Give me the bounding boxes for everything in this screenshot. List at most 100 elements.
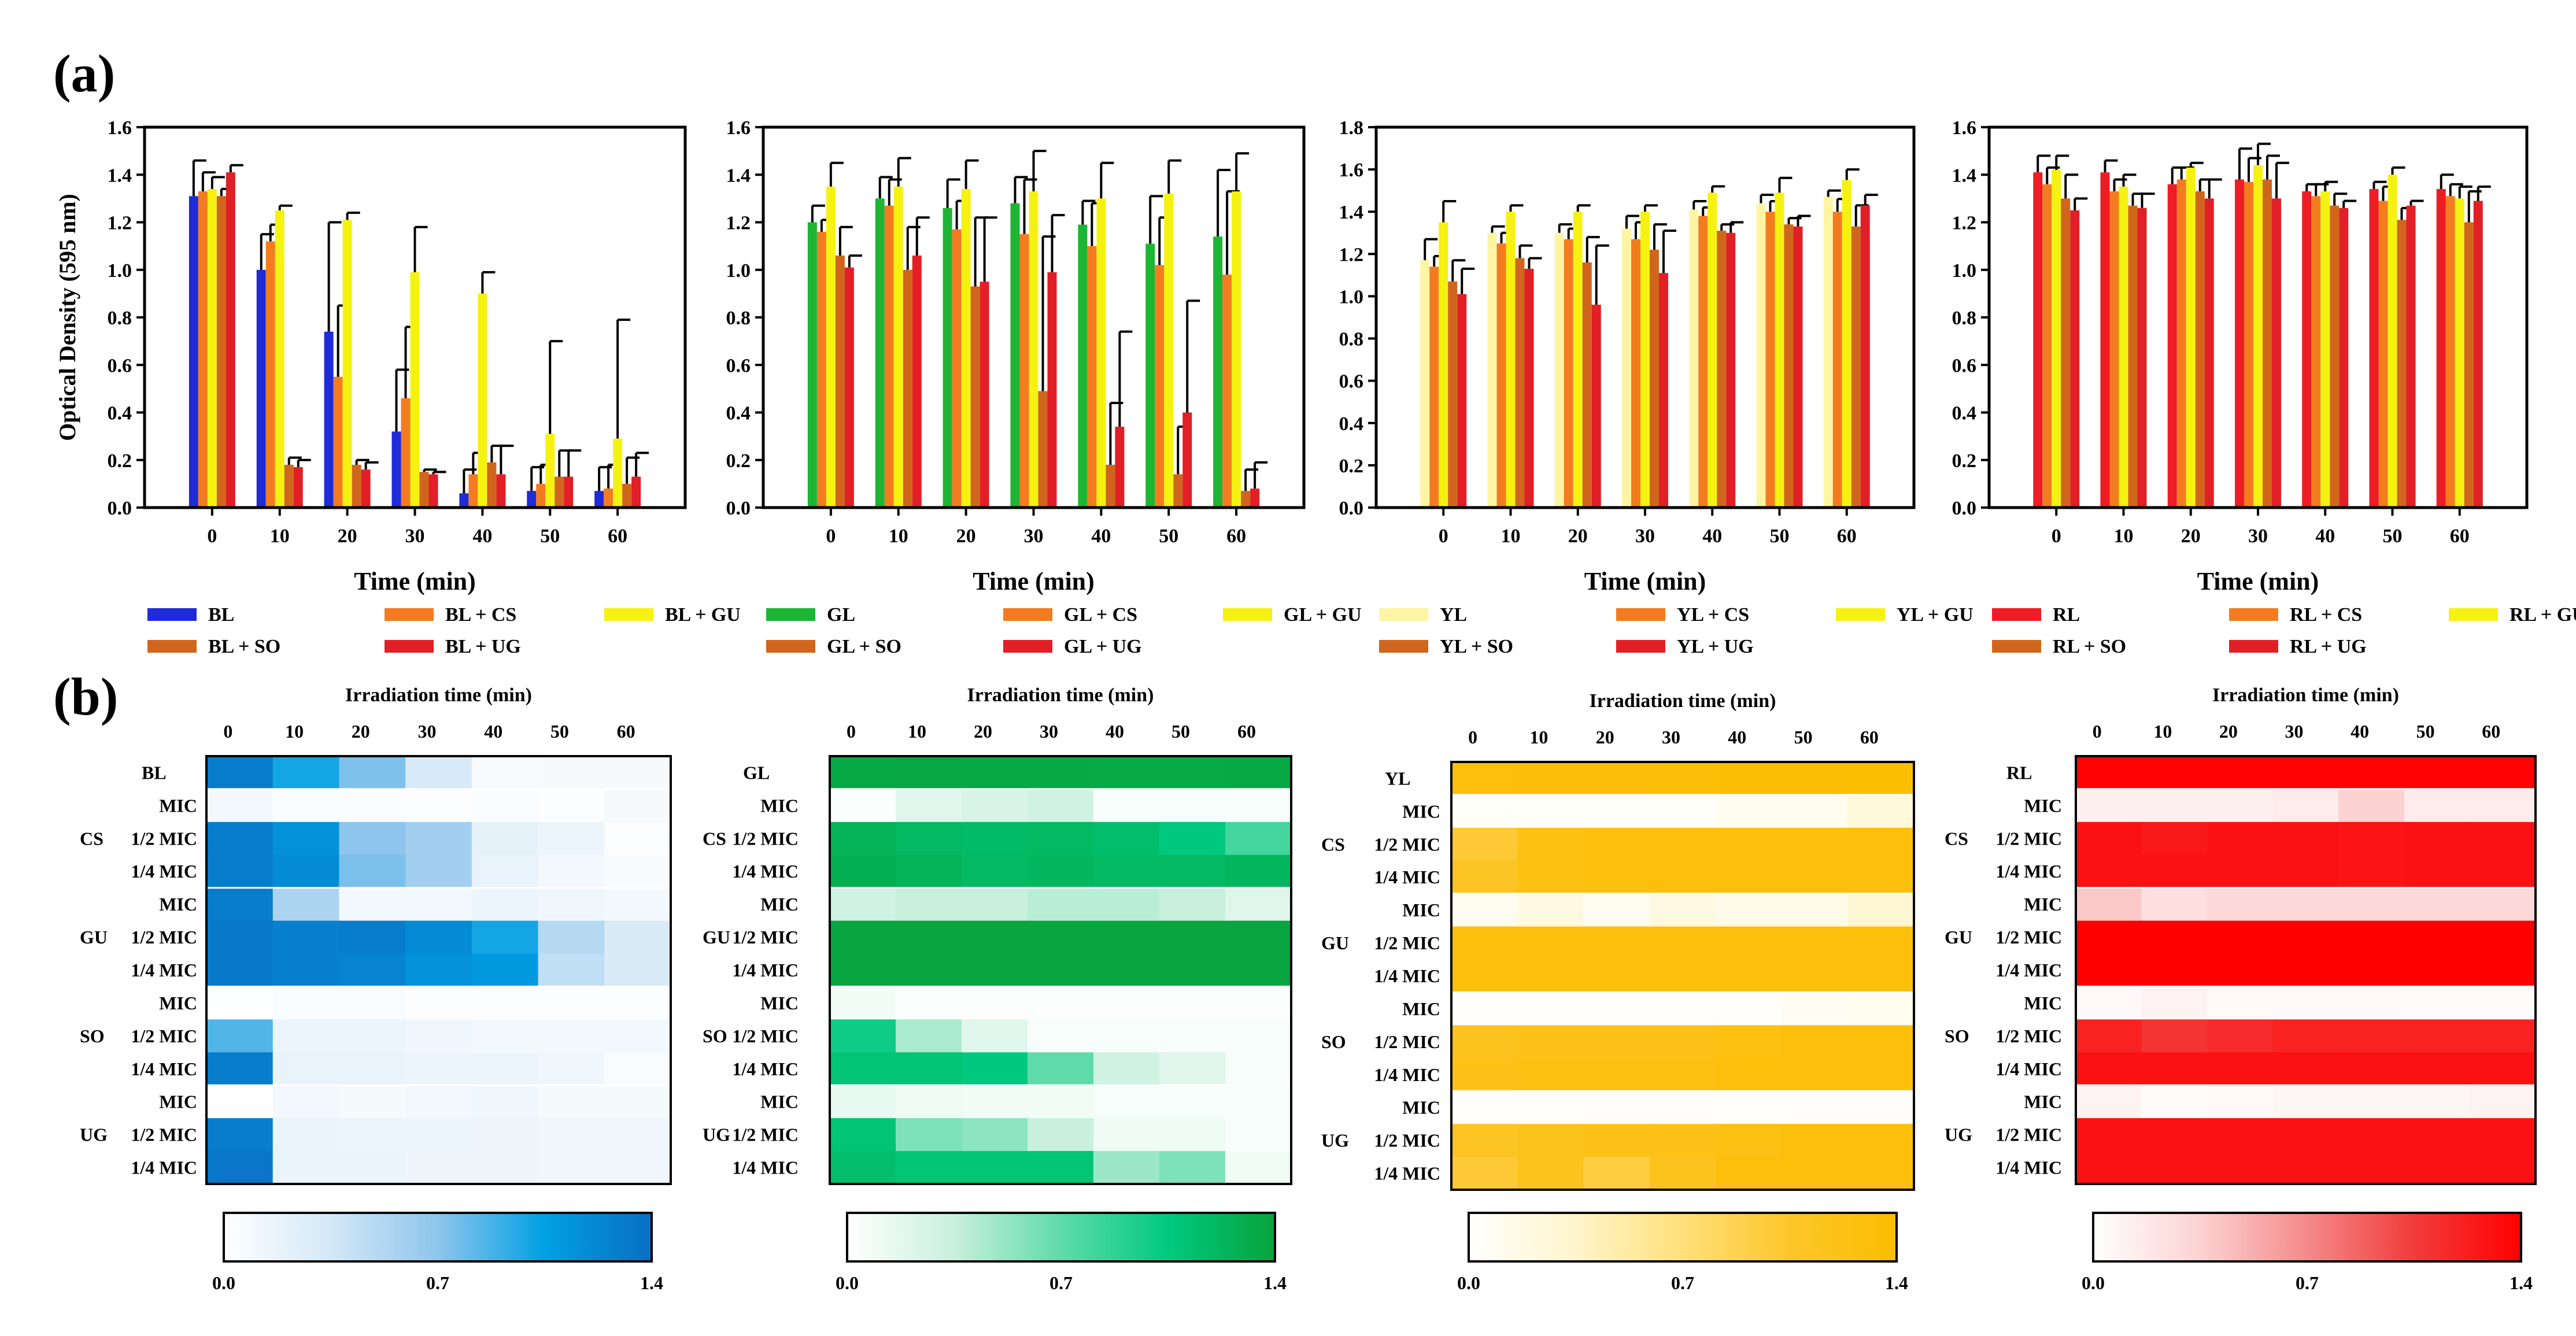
heatmap-group-label: CS [703, 828, 726, 849]
heatmap-cell [1028, 953, 1094, 987]
bar [816, 231, 826, 508]
heatmap-column-label: 60 [2482, 721, 2500, 742]
heatmap-cell [1716, 959, 1783, 993]
heatmap-cell [1028, 821, 1094, 856]
heatmap-row-label: MIC [1402, 998, 1440, 1019]
heatmap-cell [272, 953, 340, 987]
bar [1506, 212, 1516, 508]
bar [487, 462, 497, 508]
heatmap-group-label: UG [80, 1124, 108, 1145]
bar [1640, 212, 1650, 508]
y-tick-label: 1.6 [726, 117, 751, 139]
heatmap-cell [2338, 1019, 2405, 1053]
heatmap-cell [896, 1019, 962, 1053]
x-tick-label: 10 [270, 525, 290, 547]
bar [1765, 212, 1775, 508]
heatmap-cell [962, 986, 1028, 1020]
heatmap-title: Irradiation time (min) [345, 684, 532, 706]
bar [2042, 184, 2052, 508]
bar [613, 438, 623, 508]
heatmap-cell [471, 854, 539, 889]
x-tick-label: 20 [956, 525, 976, 547]
heatmap-column-label: 20 [352, 721, 370, 742]
heatmap-cell [405, 789, 472, 823]
heatmap-cell [896, 854, 962, 889]
bar [1698, 216, 1708, 508]
heatmap-cell [2404, 1151, 2471, 1185]
bar [1832, 212, 1842, 508]
heatmap-cell [1782, 1058, 1849, 1091]
heatmap-cell [538, 1151, 605, 1185]
heatmap-cell [1159, 789, 1226, 823]
bar [2320, 191, 2330, 508]
heatmap-cell [339, 854, 406, 889]
heatmap-cell [206, 986, 274, 1020]
x-tick-label: 20 [2181, 525, 2201, 547]
heatmap-row-label: 1/4 MIC [732, 861, 799, 882]
legend-label: RL + SO [2053, 636, 2126, 657]
heatmap-column-label: 40 [1106, 721, 1124, 742]
heatmap-group-label: SO [1945, 1026, 1969, 1046]
heatmap-column-label: 50 [1794, 727, 1813, 747]
heatmap-cell [2207, 986, 2274, 1020]
heatmap-rl: Irradiation time (min) 0 10 20 30 40 50 60 RL MIC… [1945, 684, 2537, 1293]
y-tick-label: 1.0 [1339, 286, 1364, 308]
heatmap-cell [1159, 887, 1226, 921]
x-tick-label: 60 [1837, 525, 1857, 547]
heatmap-cell [206, 953, 274, 987]
bar [1115, 427, 1125, 508]
heatmap-cell [1517, 1124, 1584, 1157]
heatmap-row-label: 1/2 MIC [732, 927, 799, 948]
plot-frame [143, 125, 687, 509]
heatmap-cell [2272, 953, 2339, 987]
bar [1717, 231, 1727, 508]
panel-b-label: (b) [53, 667, 118, 726]
heatmap-cell [1517, 893, 1584, 927]
heatmap-cell [2470, 1019, 2536, 1053]
heatmap-cell [471, 1052, 539, 1086]
heatmap-cell [339, 1118, 406, 1152]
heatmap-cell [2404, 821, 2471, 856]
y-tick-label: 1.0 [726, 260, 751, 282]
heatmap-cell [1782, 926, 1849, 960]
colorbar-tick-label: 0.7 [1049, 1272, 1073, 1293]
heatmap-cell [2076, 986, 2142, 1020]
colorbar-tick-label: 1.4 [1263, 1272, 1287, 1293]
heatmap-cell [339, 1019, 406, 1053]
heatmap-cell [471, 756, 539, 790]
heatmap-column-label: 30 [418, 721, 437, 742]
bar [2263, 179, 2272, 508]
heatmap-group-label: UG [1321, 1130, 1349, 1151]
heatmap-cell [1782, 762, 1849, 795]
heatmap-cell [1028, 1019, 1094, 1053]
heatmap-group-label: CS [1945, 828, 1968, 849]
heatmap-cell [1159, 1085, 1226, 1119]
bar [226, 172, 235, 508]
heatmap-cell [1451, 959, 1518, 993]
heatmap-cell [896, 756, 962, 790]
x-tick-label: 0 [207, 525, 217, 547]
heatmap-cell [2272, 1019, 2339, 1053]
heatmap-row-label: 1/4 MIC [1995, 1059, 2062, 1079]
heatmap-cell [604, 1052, 671, 1086]
heatmap-cell [830, 920, 896, 954]
heatmap-column-label: 40 [484, 721, 502, 742]
legend-swatch [1003, 640, 1052, 653]
bar [1487, 232, 1497, 508]
heatmap-column-label: 50 [2416, 721, 2435, 742]
heatmap-group-label: GU [80, 927, 108, 948]
bar [275, 210, 284, 508]
bar-chart-rl: 0.0 0.2 0.4 0.6 0.8 1.0 1.2 1.4 1.6 0 10 20 30 40 50 60… [1952, 117, 2576, 657]
heatmap-cell [830, 1151, 896, 1185]
heatmap-cell [1847, 1157, 1915, 1190]
heatmap-group-label: UG [703, 1124, 730, 1145]
bar [884, 205, 894, 508]
heatmap-cell [1847, 1058, 1915, 1091]
legend-swatch [1223, 608, 1272, 621]
heatmap-cell [2470, 887, 2536, 921]
bar [1591, 305, 1601, 508]
heatmap-cell [1028, 1085, 1094, 1119]
heatmap-cell [896, 1085, 962, 1119]
bar [2473, 201, 2483, 508]
heatmap-cell [2076, 1118, 2142, 1152]
